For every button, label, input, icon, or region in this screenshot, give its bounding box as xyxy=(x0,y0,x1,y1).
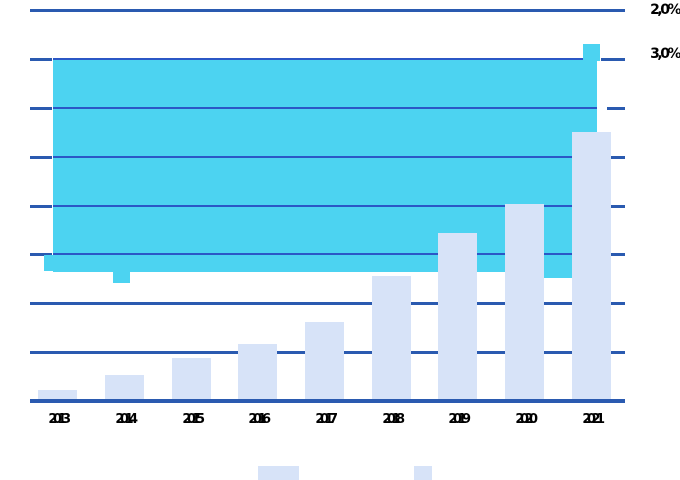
x-axis-label: 2013 xyxy=(48,412,71,427)
gridline xyxy=(30,302,625,305)
gridline xyxy=(30,9,625,12)
x-axis-label: 2014 xyxy=(115,412,138,427)
legend-swatch xyxy=(258,466,299,480)
gridline-right-stub xyxy=(607,205,625,208)
gridline-left-stub xyxy=(30,107,52,110)
gridline-over-area xyxy=(53,205,597,207)
gridline-over-area xyxy=(53,253,597,255)
bar xyxy=(38,390,77,401)
gridline-over-area xyxy=(53,58,597,60)
bar xyxy=(438,233,477,401)
gridline-left-stub xyxy=(30,205,52,208)
bar xyxy=(572,132,611,401)
gridline-right-stub xyxy=(607,107,625,110)
bar xyxy=(305,322,344,401)
gridline-left-stub xyxy=(30,156,52,159)
gridline-left-stub xyxy=(30,58,52,61)
bar xyxy=(105,375,144,401)
x-axis-label: 2020 xyxy=(515,412,538,427)
bar xyxy=(372,276,411,401)
bar xyxy=(505,204,544,401)
x-axis-label: 2021 xyxy=(582,412,605,427)
area-point-marker xyxy=(44,255,60,271)
gridline-right-stub xyxy=(607,253,625,256)
x-axis-label: 2017 xyxy=(315,412,338,427)
right-axis-label-top: 2,0% xyxy=(650,2,680,18)
x-axis-line xyxy=(30,399,625,403)
gridline-right-stub xyxy=(601,58,625,61)
area-point-marker xyxy=(113,266,130,283)
cyan-area-edge xyxy=(540,272,573,278)
x-axis-label: 2019 xyxy=(448,412,471,427)
bar xyxy=(172,358,211,401)
gridline-right-stub xyxy=(607,156,625,159)
area-point-marker xyxy=(583,44,600,61)
x-axis-label: 2016 xyxy=(248,412,271,427)
x-axis-label: 2015 xyxy=(182,412,205,427)
legend-swatch xyxy=(414,466,432,480)
gridline-over-area xyxy=(53,107,597,109)
bar xyxy=(238,344,277,401)
gridline-over-area xyxy=(53,156,597,158)
gridline-left-stub xyxy=(30,253,52,256)
right-axis-label-second: 3,0% xyxy=(650,46,680,62)
x-axis-label: 2018 xyxy=(382,412,405,427)
